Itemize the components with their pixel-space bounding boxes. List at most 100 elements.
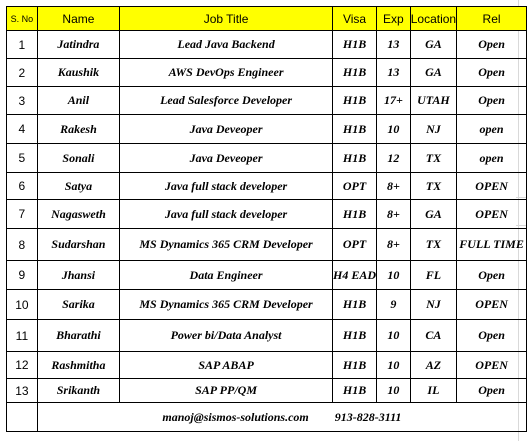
cell-location[interactable]: GA: [409, 30, 458, 59]
cell-sno[interactable]: 10: [6, 289, 38, 320]
cell-location[interactable]: GA: [409, 199, 458, 229]
cell-rel[interactable]: Open: [456, 260, 527, 290]
cell-exp[interactable]: 12: [376, 143, 411, 173]
cell-location[interactable]: UTAH: [409, 86, 458, 115]
cell-job-title[interactable]: MS Dynamics 365 CRM Developer: [119, 228, 334, 261]
cell-sno[interactable]: 12: [6, 351, 38, 379]
cell-visa[interactable]: H4 EAD: [332, 260, 378, 290]
cell-visa[interactable]: OPT: [332, 228, 378, 261]
cell-rel[interactable]: Open: [456, 30, 527, 59]
cell-location[interactable]: TX: [409, 228, 458, 261]
contact-phone[interactable]: 913-828-3111: [334, 409, 402, 424]
cell-sno[interactable]: 4: [6, 114, 38, 144]
cell-exp[interactable]: 10: [376, 260, 411, 290]
cell-job-title[interactable]: Java full stack developer: [119, 172, 334, 200]
cell-name[interactable]: Nagasweth: [36, 199, 121, 229]
cell-visa[interactable]: H1B: [332, 58, 378, 87]
cell-sno[interactable]: 2: [6, 58, 38, 87]
cell-exp[interactable]: 8+: [376, 228, 411, 261]
cell-name[interactable]: Sonali: [36, 143, 121, 173]
cell-exp[interactable]: 17+: [376, 86, 411, 115]
cell-location[interactable]: CA: [409, 319, 458, 352]
cell-exp[interactable]: 8+: [376, 172, 411, 200]
contact-email[interactable]: manoj@sismos-solutions.com: [162, 409, 309, 424]
cell-name[interactable]: Sarika: [36, 289, 121, 320]
cell-job-title[interactable]: Data Engineer: [119, 260, 334, 290]
cell-sno[interactable]: 5: [6, 143, 38, 173]
cell-visa[interactable]: OPT: [332, 172, 378, 200]
cell-exp[interactable]: 10: [376, 114, 411, 144]
cell-visa[interactable]: H1B: [332, 319, 378, 352]
cell-location[interactable]: TX: [409, 172, 458, 200]
cell-job-title[interactable]: Lead Java Backend: [119, 30, 334, 59]
cell-exp[interactable]: 9: [376, 289, 411, 320]
cell-name[interactable]: Kaushik: [36, 58, 121, 87]
header-sno[interactable]: S. No: [6, 6, 38, 31]
cell-job-title[interactable]: Java Deveoper: [119, 143, 334, 173]
cell-sno[interactable]: 11: [6, 319, 38, 352]
cell-rel[interactable]: open: [456, 114, 527, 144]
cell-visa[interactable]: H1B: [332, 30, 378, 59]
cell-sno[interactable]: 1: [6, 30, 38, 59]
cell-job-title[interactable]: AWS DevOps Engineer: [119, 58, 334, 87]
cell-exp[interactable]: 13: [376, 58, 411, 87]
header-job-title[interactable]: Job Title: [119, 6, 334, 31]
cell-location[interactable]: AZ: [409, 351, 458, 379]
cell-name[interactable]: Sudarshan: [36, 228, 121, 261]
cell-location[interactable]: TX: [409, 143, 458, 173]
cell-name[interactable]: Jhansi: [36, 260, 121, 290]
cell-job-title[interactable]: SAP ABAP: [119, 351, 334, 379]
cell-sno[interactable]: 7: [6, 199, 38, 229]
cell-job-title[interactable]: Lead Salesforce Developer: [119, 86, 334, 115]
contact-blank-cell[interactable]: [6, 402, 38, 432]
cell-location[interactable]: GA: [409, 58, 458, 87]
cell-rel[interactable]: open: [456, 143, 527, 173]
contact-cell[interactable]: manoj@sismos-solutions.com 913-828-3111: [36, 402, 527, 432]
cell-sno[interactable]: 6: [6, 172, 38, 200]
cell-rel[interactable]: OPEN: [456, 289, 527, 320]
cell-rel[interactable]: Open: [456, 86, 527, 115]
cell-location[interactable]: FL: [409, 260, 458, 290]
cell-location[interactable]: NJ: [409, 114, 458, 144]
cell-location[interactable]: NJ: [409, 289, 458, 320]
header-rel[interactable]: Rel: [456, 6, 527, 31]
cell-rel[interactable]: Open: [456, 378, 527, 403]
cell-rel[interactable]: OPEN: [456, 172, 527, 200]
cell-exp[interactable]: 8+: [376, 199, 411, 229]
cell-visa[interactable]: H1B: [332, 378, 378, 403]
cell-sno[interactable]: 3: [6, 86, 38, 115]
cell-visa[interactable]: H1B: [332, 86, 378, 115]
cell-visa[interactable]: H1B: [332, 351, 378, 379]
cell-rel[interactable]: OPEN: [456, 199, 527, 229]
cell-visa[interactable]: H1B: [332, 199, 378, 229]
cell-job-title[interactable]: Power bi/Data Analyst: [119, 319, 334, 352]
cell-name[interactable]: Rashmitha: [36, 351, 121, 379]
cell-name[interactable]: Srikanth: [36, 378, 121, 403]
cell-visa[interactable]: H1B: [332, 143, 378, 173]
cell-exp[interactable]: 10: [376, 351, 411, 379]
cell-job-title[interactable]: MS Dynamics 365 CRM Developer: [119, 289, 334, 320]
cell-sno[interactable]: 9: [6, 260, 38, 290]
header-exp[interactable]: Exp: [376, 6, 411, 31]
header-location[interactable]: Location: [409, 6, 458, 31]
header-visa[interactable]: Visa: [332, 6, 378, 31]
cell-exp[interactable]: 13: [376, 30, 411, 59]
header-name[interactable]: Name: [36, 6, 121, 31]
cell-name[interactable]: Rakesh: [36, 114, 121, 144]
cell-rel[interactable]: Open: [456, 58, 527, 87]
cell-exp[interactable]: 10: [376, 319, 411, 352]
cell-sno[interactable]: 8: [6, 228, 38, 261]
cell-name[interactable]: Satya: [36, 172, 121, 200]
cell-name[interactable]: Jatindra: [36, 30, 121, 59]
cell-sno[interactable]: 13: [6, 378, 38, 403]
cell-job-title[interactable]: SAP PP/QM: [119, 378, 334, 403]
cell-visa[interactable]: H1B: [332, 114, 378, 144]
cell-rel[interactable]: OPEN: [456, 351, 527, 379]
cell-exp[interactable]: 10: [376, 378, 411, 403]
cell-name[interactable]: Anil: [36, 86, 121, 115]
cell-location[interactable]: IL: [409, 378, 458, 403]
cell-job-title[interactable]: Java Deveoper: [119, 114, 334, 144]
cell-name[interactable]: Bharathi: [36, 319, 121, 352]
cell-visa[interactable]: H1B: [332, 289, 378, 320]
cell-rel[interactable]: FULL TIME: [456, 228, 527, 261]
